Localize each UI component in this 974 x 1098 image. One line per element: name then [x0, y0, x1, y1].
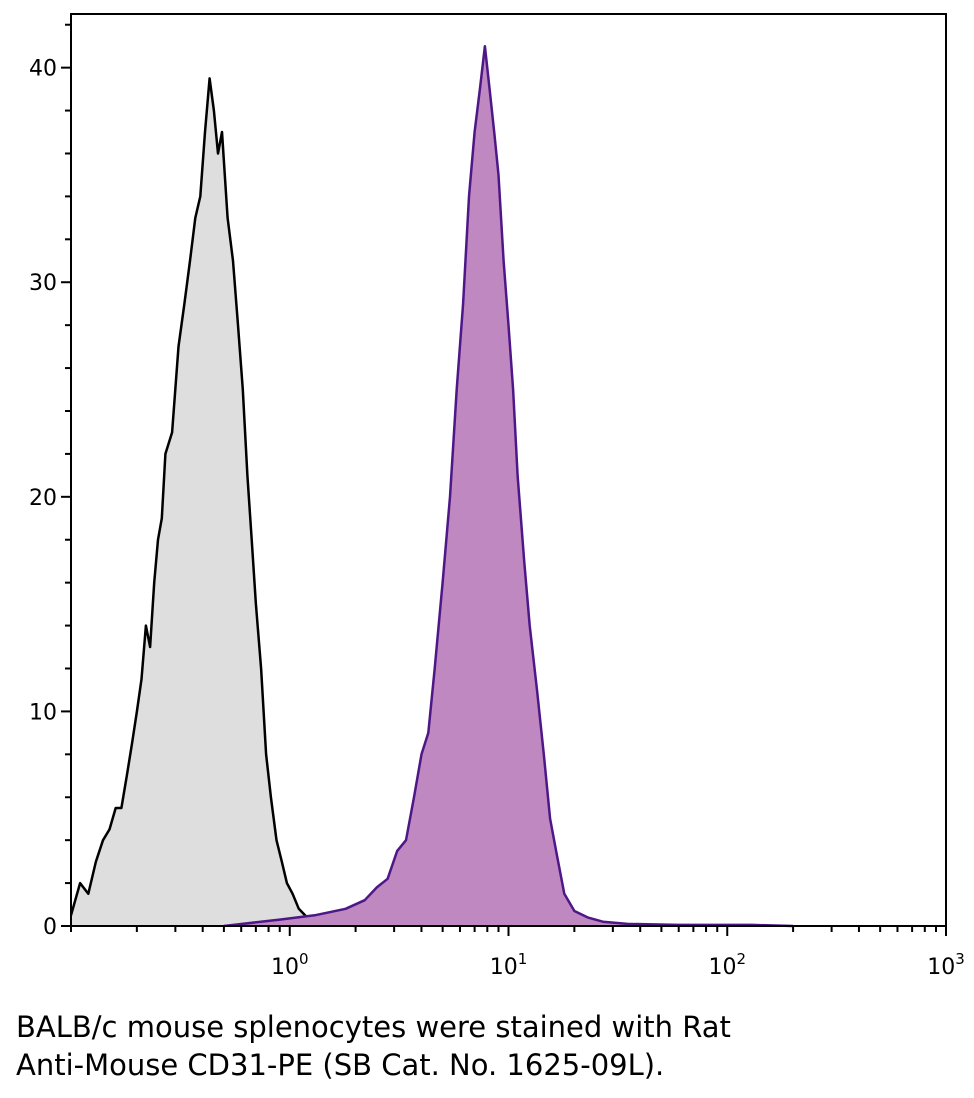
x-tick-label: 103: [927, 950, 965, 980]
x-tick-label: 100: [271, 950, 309, 980]
axis-layer: 0 10 20 30 40 100 101 102 103: [29, 23, 965, 980]
y-tick-label: 20: [29, 486, 57, 511]
series-2-area: [223, 46, 794, 926]
caption-line-2: Anti-Mouse CD31-PE (SB Cat. No. 1625-09L…: [16, 1048, 665, 1082]
y-tick-label: 10: [29, 700, 57, 725]
series-layer: [69, 44, 794, 928]
series-1-outline: [69, 77, 356, 928]
figure-caption: BALB/c mouse splenocytes were stained wi…: [16, 1008, 956, 1084]
series-1-area: [71, 78, 356, 926]
y-tick-label: 40: [29, 57, 57, 82]
x-tick-label: 101: [490, 950, 528, 980]
y-tick-label: 30: [29, 271, 57, 296]
x-tick-label: 102: [708, 950, 746, 980]
y-tick-label: 0: [43, 915, 57, 940]
histogram-chart: 0 10 20 30 40 100 101 102 103: [29, 13, 965, 980]
series-2-outline: [223, 44, 794, 928]
caption-line-1: BALB/c mouse splenocytes were stained wi…: [16, 1010, 731, 1044]
